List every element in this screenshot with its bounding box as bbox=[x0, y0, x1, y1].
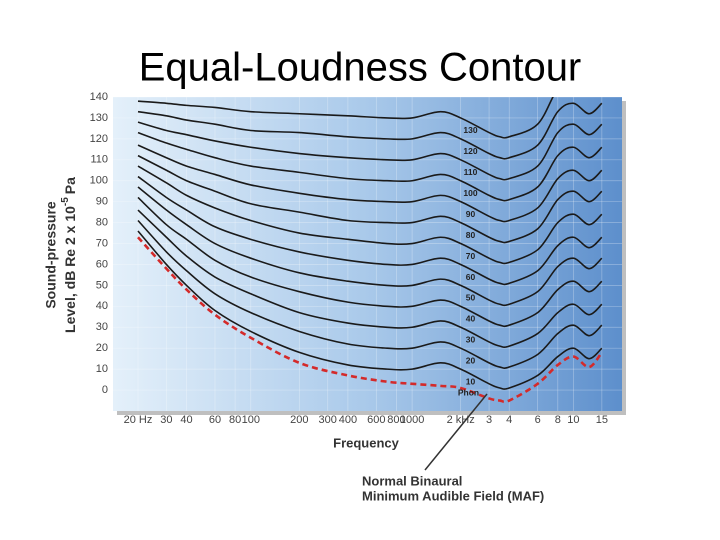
x-tick-label: 4 bbox=[506, 414, 512, 426]
y-tick-label: 90 bbox=[96, 196, 108, 208]
curve-label: 110 bbox=[464, 167, 478, 177]
curve-label: 10 bbox=[466, 376, 476, 386]
annotation: Minimum Audible Field (MAF) bbox=[362, 488, 544, 503]
annotation: Normal Binaural bbox=[362, 473, 462, 488]
y-tick-label: 20 bbox=[96, 342, 108, 354]
x-tick-label: 300 bbox=[319, 414, 337, 426]
x-tick-label: 6 bbox=[535, 414, 541, 426]
curve-label: 130 bbox=[463, 125, 477, 135]
annotation-arrow bbox=[424, 393, 488, 471]
y-axis-label-line: Level, dB Re 2 x 10-5 Pa bbox=[60, 177, 78, 333]
x-tick-label: 400 bbox=[339, 414, 357, 426]
x-tick-label: 15 bbox=[596, 414, 608, 426]
y-tick-label: 110 bbox=[90, 154, 108, 166]
plot-area bbox=[113, 97, 622, 411]
unit-label: Phon bbox=[458, 387, 479, 397]
curve-label: 20 bbox=[466, 356, 476, 366]
contour-line bbox=[137, 186, 603, 307]
y-tick-label: 140 bbox=[90, 91, 108, 103]
curve-label: 50 bbox=[466, 293, 476, 303]
curve-label: 120 bbox=[463, 146, 477, 156]
y-tick-label: 10 bbox=[96, 363, 108, 375]
x-tick-label: 80 bbox=[229, 414, 241, 426]
contour-line bbox=[137, 230, 603, 390]
y-tick-label: 50 bbox=[96, 279, 108, 291]
y-tick-label: 70 bbox=[96, 237, 108, 249]
contour-line bbox=[137, 97, 554, 139]
y-label-sup: -5 bbox=[60, 197, 71, 206]
x-tick-label: 60 bbox=[209, 414, 221, 426]
curve-label: 40 bbox=[466, 314, 476, 324]
contour-line bbox=[137, 154, 603, 244]
curve-label: 90 bbox=[466, 209, 476, 219]
maf-curve bbox=[137, 236, 603, 404]
x-tick-label: 100 bbox=[242, 414, 260, 426]
contour-line bbox=[137, 131, 603, 202]
contour-line bbox=[137, 121, 603, 181]
y-tick-label: 100 bbox=[90, 175, 108, 187]
y-tick-label: 0 bbox=[102, 384, 108, 396]
curve-label: 60 bbox=[466, 272, 476, 282]
y-axis-label: Sound-pressure Level, dB Re 2 x 10-5 Pa bbox=[43, 177, 78, 333]
x-tick-label: 200 bbox=[290, 414, 308, 426]
curve-label: 30 bbox=[466, 335, 476, 345]
y-tick-label: 120 bbox=[90, 133, 108, 145]
y-axis-label-line: Sound-pressure bbox=[43, 201, 59, 309]
x-tick-label: 3 bbox=[486, 414, 492, 426]
y-tick-label: 80 bbox=[96, 217, 108, 229]
x-tick-label: 20 Hz bbox=[124, 414, 153, 426]
y-tick-label: 130 bbox=[90, 112, 108, 124]
y-tick-label: 60 bbox=[96, 258, 108, 270]
x-tick-label: 10 bbox=[567, 414, 579, 426]
y-tick-label: 40 bbox=[96, 300, 108, 312]
contour-line bbox=[137, 102, 603, 160]
x-tick-label: 8 bbox=[555, 414, 561, 426]
y-label-text: Level, dB Re 2 x 10 bbox=[62, 206, 78, 333]
chart-title: Equal-Loudness Contour bbox=[139, 46, 582, 90]
y-tick-label: 30 bbox=[96, 321, 108, 333]
x-tick-label: 40 bbox=[180, 414, 192, 426]
contour-line bbox=[137, 165, 603, 265]
contour-line bbox=[137, 196, 603, 328]
x-tick-label: 800 bbox=[387, 414, 405, 426]
x-tick-label: 30 bbox=[160, 414, 172, 426]
curve-label: 80 bbox=[466, 230, 476, 240]
curve-label: 100 bbox=[463, 188, 477, 198]
contour-line bbox=[137, 209, 603, 349]
contour-line bbox=[137, 219, 603, 369]
x-tick-label: 2 kHz bbox=[447, 414, 475, 426]
contour-line bbox=[137, 175, 603, 286]
contour-line bbox=[137, 144, 603, 223]
x-axis-label: Frequency bbox=[333, 435, 400, 450]
curve-label: 70 bbox=[466, 251, 476, 261]
x-tick-label: 1000 bbox=[400, 414, 424, 426]
y-label-unit: Pa bbox=[62, 177, 78, 194]
x-tick-label: 600 bbox=[367, 414, 385, 426]
